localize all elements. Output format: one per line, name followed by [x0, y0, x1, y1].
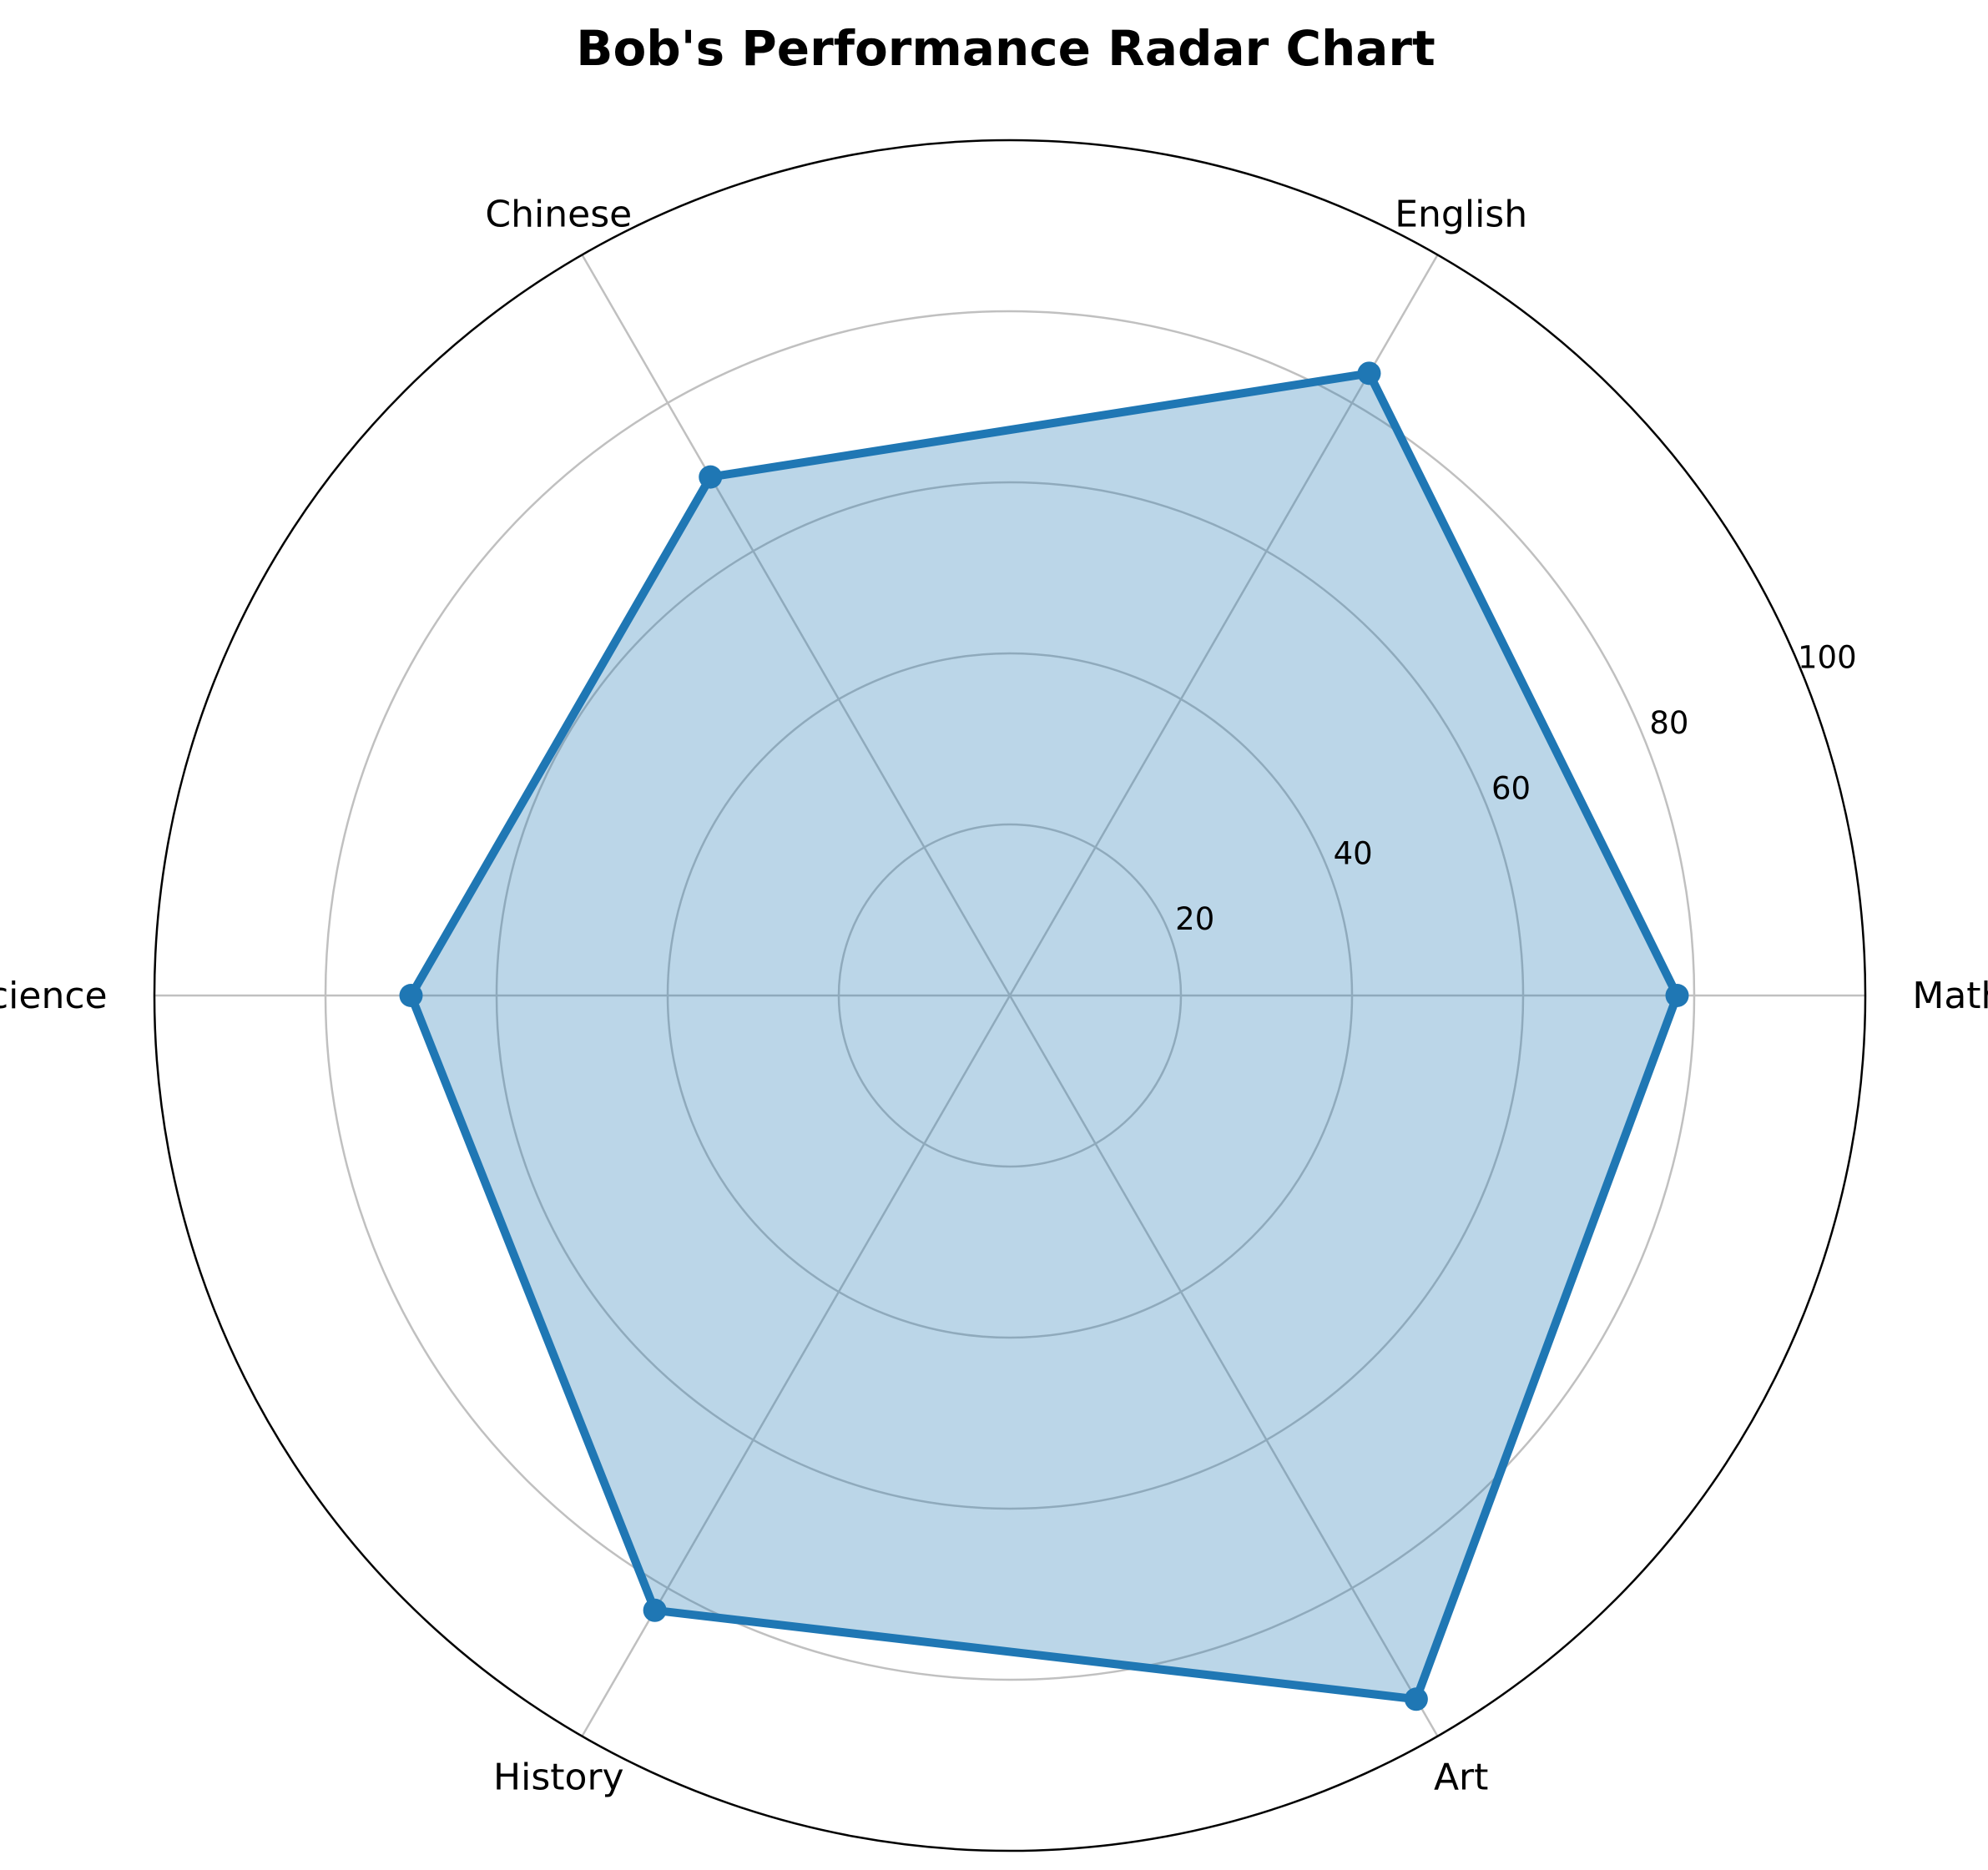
category-label-math: Math — [1912, 975, 1988, 1017]
polar-frame — [153, 139, 1867, 1852]
category-label-science: Science — [0, 975, 108, 1017]
label-layer: Math English Chinese Science History Art 20 40 6… — [0, 194, 1988, 1799]
data-point-science — [399, 984, 423, 1007]
category-label-english: English — [1395, 194, 1527, 236]
data-point-math — [1665, 984, 1689, 1007]
data-layer — [399, 361, 1689, 1711]
spoke-art — [1008, 995, 1439, 1737]
radial-tick-label-20: 20 — [1175, 901, 1214, 937]
chart-title: Bob's Performance Radar Chart — [576, 20, 1435, 77]
radial-tick-label-100: 100 — [1798, 639, 1857, 675]
category-label-history: History — [493, 1756, 624, 1798]
data-point-art — [1404, 1687, 1428, 1711]
radial-tick-label-40: 40 — [1334, 836, 1373, 872]
data-point-english — [1357, 361, 1381, 386]
data-point-chinese — [699, 465, 723, 489]
category-label-art: Art — [1434, 1756, 1488, 1798]
series-fill — [411, 373, 1678, 1700]
radial-tick-label-80: 80 — [1649, 705, 1688, 741]
spoke-chinese — [581, 254, 1012, 996]
category-label-chinese: Chinese — [485, 194, 632, 236]
data-point-history — [643, 1598, 667, 1622]
radial-tick-label-60: 60 — [1491, 770, 1531, 806]
